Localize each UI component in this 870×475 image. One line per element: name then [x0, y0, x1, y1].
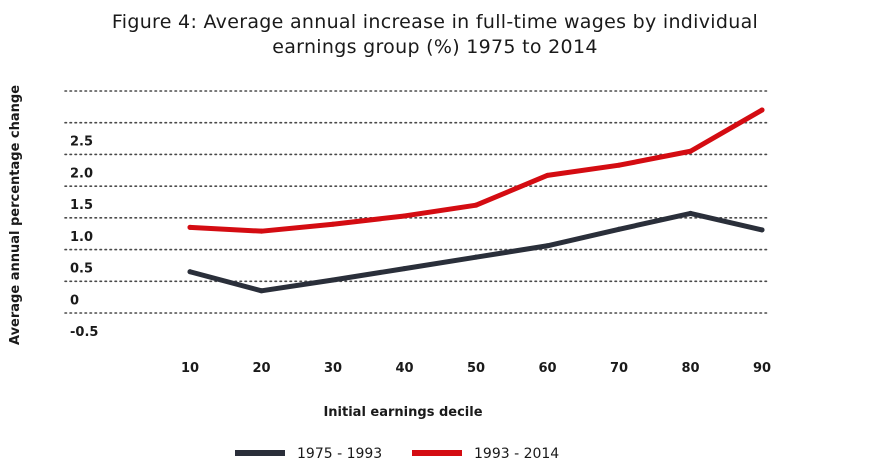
data-point — [688, 210, 693, 216]
chart-title-line-2: earnings group (%) 1975 to 2014 — [272, 36, 598, 58]
series-line-2 — [187, 107, 765, 234]
y-tick-label: 1.5 — [70, 198, 93, 213]
y-tick-label: 2.0 — [70, 166, 93, 181]
x-tick-label: 90 — [753, 361, 771, 376]
gridlines — [64, 90, 771, 314]
data-point — [473, 254, 479, 260]
data-point — [759, 227, 765, 233]
series-line-1 — [187, 210, 765, 294]
x-tick-label: 30 — [324, 361, 342, 376]
x-axis-label: Initial earnings decile — [323, 405, 482, 420]
x-tick-label: 40 — [395, 361, 413, 376]
x-tick-label: 80 — [681, 361, 699, 376]
y-tick-label: 1.0 — [70, 230, 93, 245]
data-point — [688, 148, 693, 154]
x-tick-labels: 10 20 30 40 50 60 70 80 90 — [181, 361, 771, 376]
legend-label-1: 1975 - 1993 — [297, 446, 382, 462]
y-tick-label: -0.5 — [70, 325, 98, 340]
data-point — [545, 172, 550, 178]
x-tick-label: 10 — [181, 361, 199, 376]
legend-label-2: 1993 - 2014 — [474, 446, 559, 462]
data-point — [187, 224, 193, 230]
y-tick-label: 0.5 — [70, 262, 93, 277]
data-point — [259, 228, 264, 234]
chart-title: Figure 4: Average annual increase in ful… — [0, 10, 870, 60]
data-point — [402, 266, 407, 272]
y-tick-labels: -0.5 0 0.5 1.0 1.5 2.0 2.5 — [70, 135, 98, 340]
data-point — [330, 221, 336, 227]
chart-title-line-1: Figure 4: Average annual increase in ful… — [111, 11, 759, 33]
x-tick-label: 20 — [252, 361, 270, 376]
data-point — [473, 202, 479, 208]
data-point — [616, 162, 622, 168]
x-tick-label: 60 — [538, 361, 556, 376]
data-point — [259, 288, 264, 294]
x-tick-label: 70 — [610, 361, 628, 376]
data-point — [187, 269, 193, 275]
legend: 1975 - 1993 1993 - 2014 — [235, 446, 559, 462]
y-tick-label: 0 — [70, 293, 79, 308]
series-lines — [187, 107, 765, 294]
data-point — [330, 277, 336, 283]
y-axis-label: Average annual percentage change — [8, 85, 23, 345]
data-point — [616, 226, 622, 232]
x-tick-label: 50 — [467, 361, 485, 376]
y-tick-label: 2.5 — [70, 135, 93, 150]
data-point — [545, 243, 550, 249]
data-point — [402, 213, 407, 219]
data-point — [759, 107, 765, 113]
